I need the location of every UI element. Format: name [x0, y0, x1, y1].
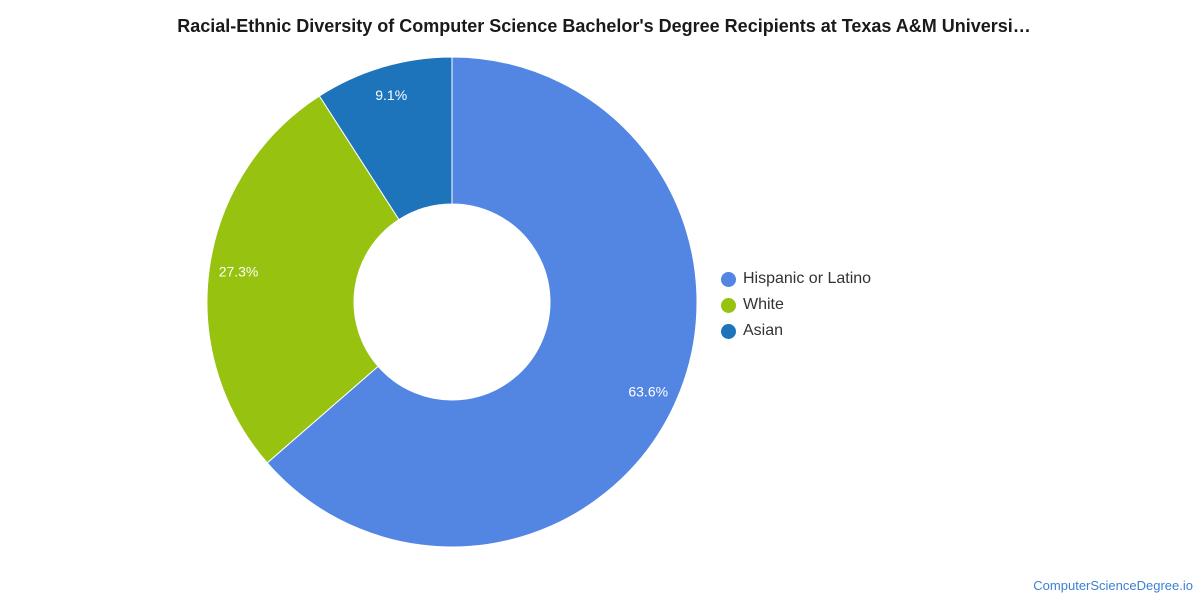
legend-label: Asian	[743, 322, 784, 339]
legend-label: White	[743, 296, 784, 313]
legend-item-hispanic-or-latino[interactable]: Hispanic or Latino	[721, 266, 871, 292]
slice-hispanic-or-latino[interactable]	[266, 56, 698, 548]
legend-swatch	[721, 297, 736, 313]
slice-label-hispanic-or-latino: 63.6%	[628, 383, 668, 399]
legend-label: Hispanic or Latino	[743, 270, 872, 287]
legend-item-asian[interactable]: Asian	[721, 318, 871, 344]
slice-asian[interactable]	[318, 56, 453, 221]
site-watermark[interactable]: ComputerScienceDegree.io	[1033, 578, 1193, 593]
legend-swatch	[721, 323, 736, 339]
slice-white[interactable]	[206, 95, 400, 464]
legend-item-white[interactable]: White	[721, 292, 871, 318]
slice-label-white: 27.3%	[219, 264, 259, 280]
chart-title: Racial-Ethnic Diversity of Computer Scie…	[177, 16, 1031, 36]
chart-legend: Hispanic or Latino White Asian	[721, 266, 871, 344]
slice-label-asian: 9.1%	[375, 87, 407, 103]
legend-swatch	[721, 271, 736, 287]
